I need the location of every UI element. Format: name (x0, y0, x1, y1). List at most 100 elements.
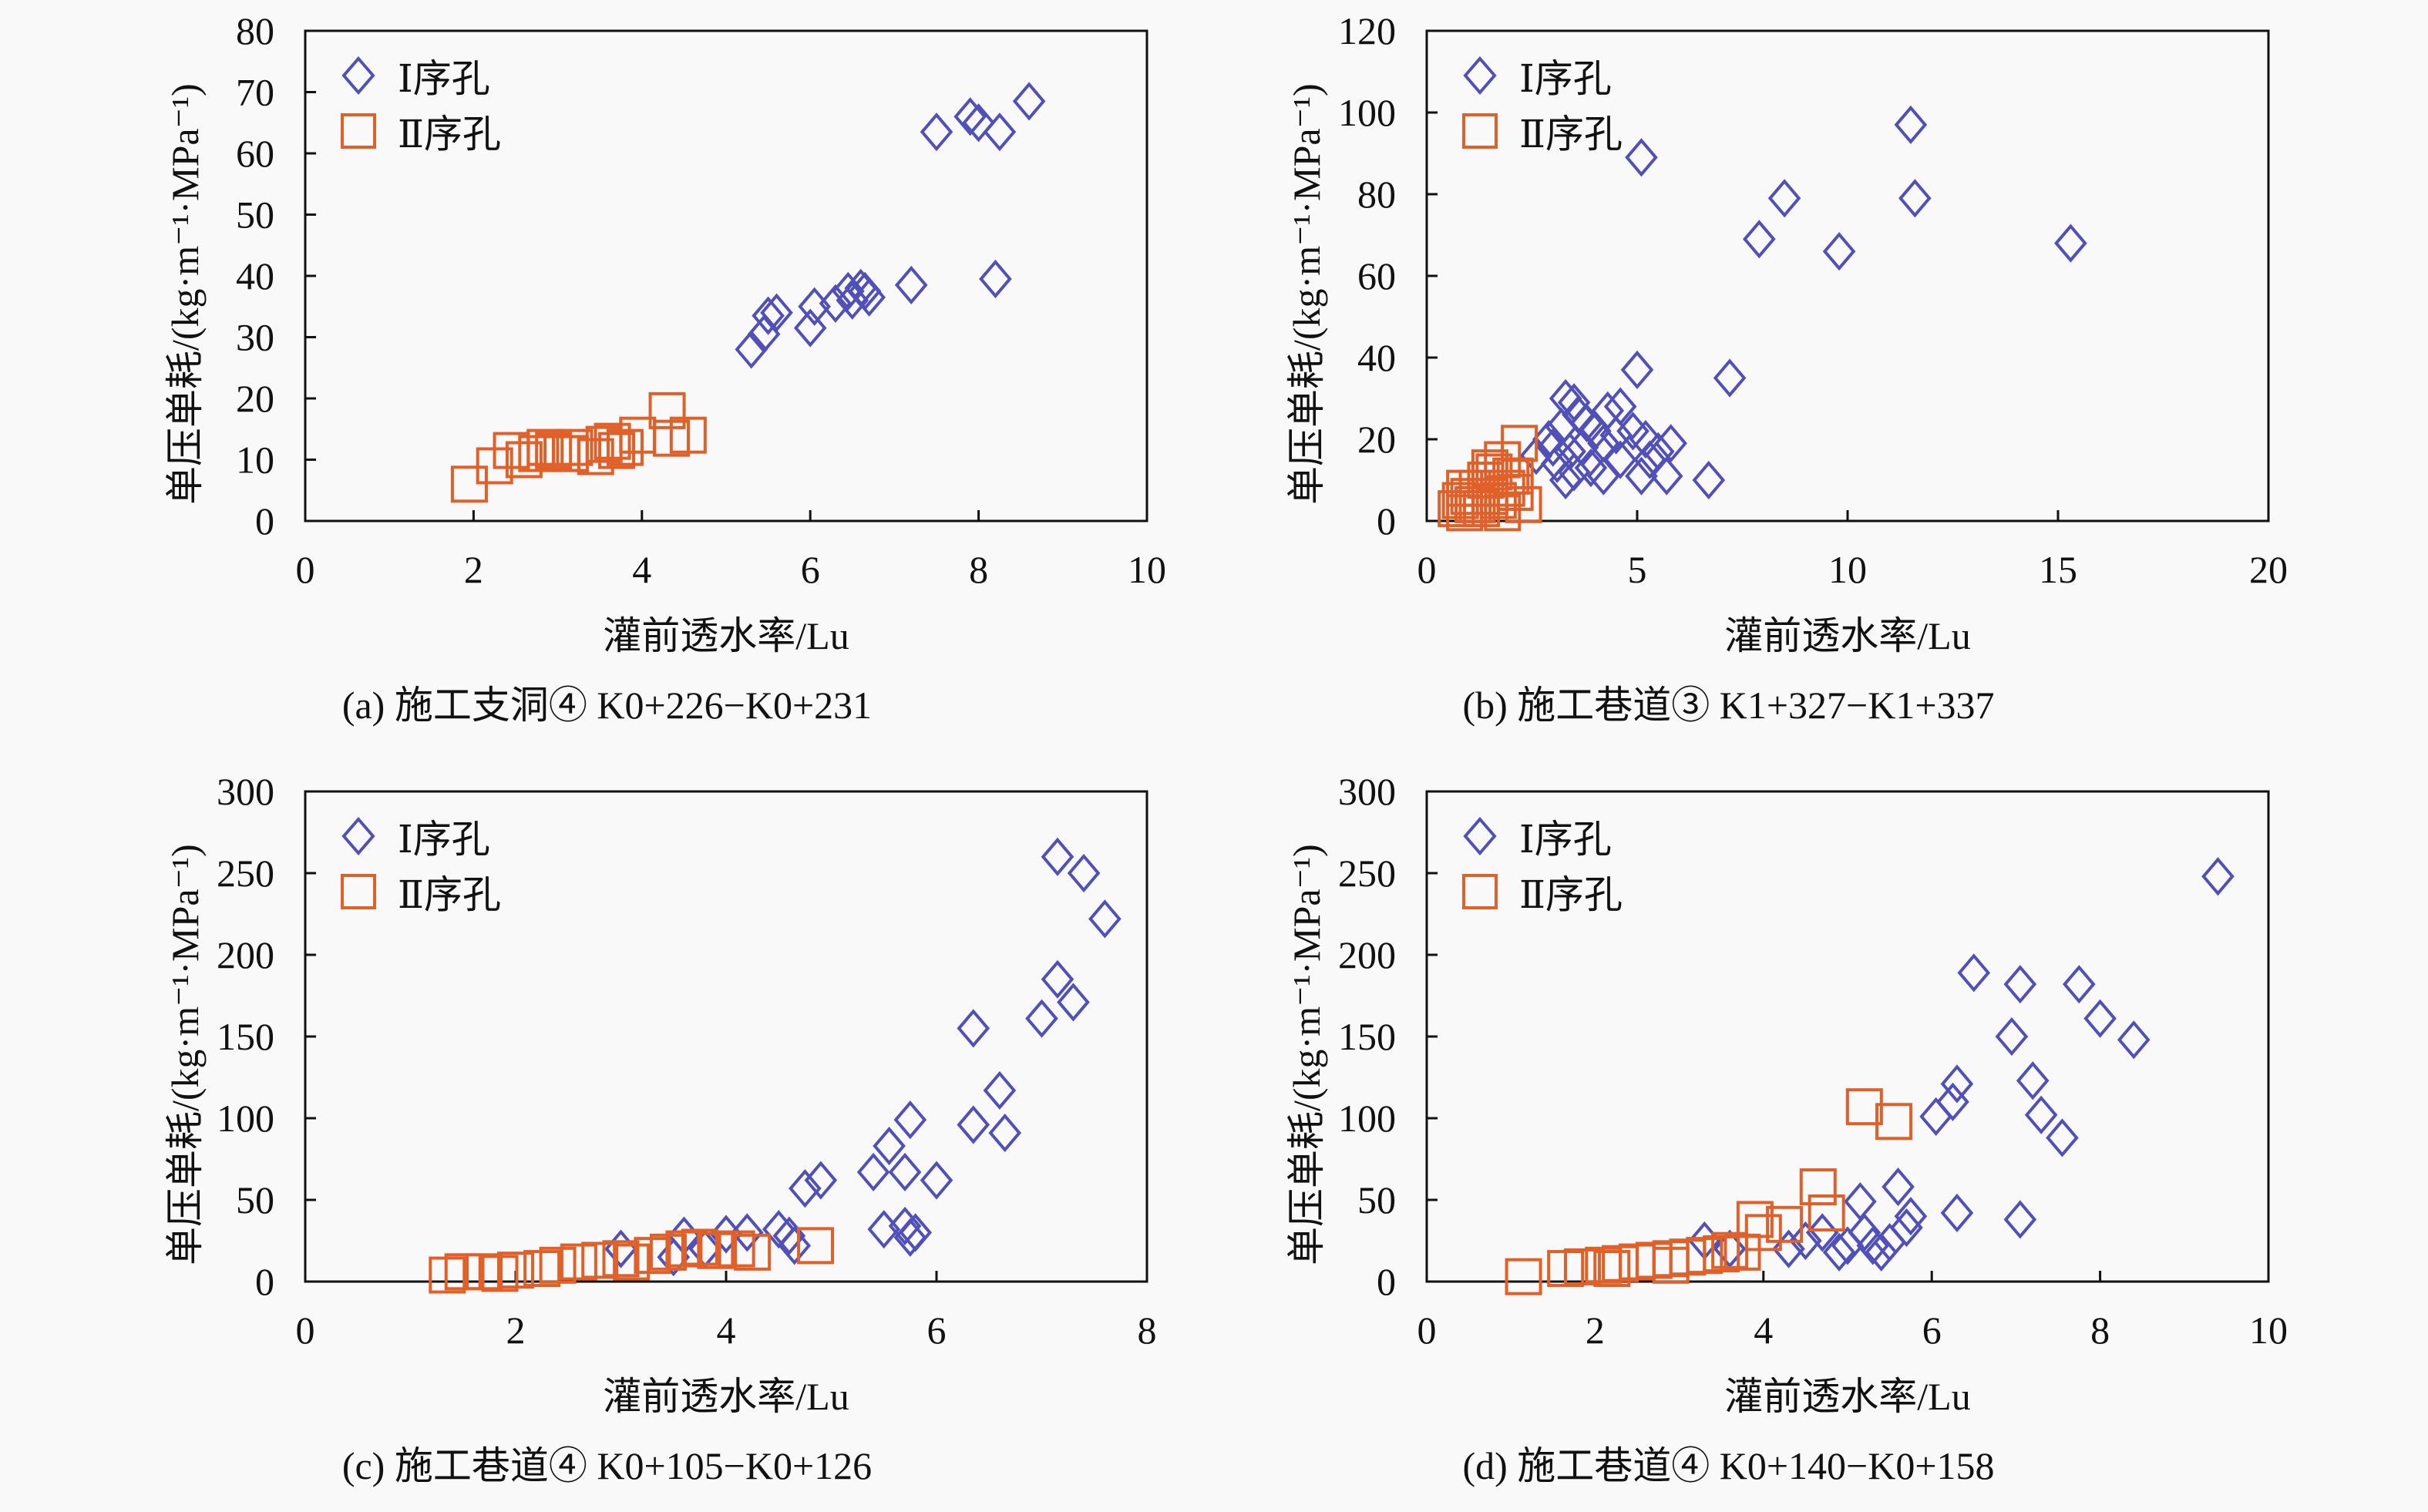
data-point-square (1875, 1103, 1913, 1141)
data-point-square (1505, 1258, 1542, 1295)
figure-caption: (b) 施工巷道③ K1+327−K1+337 (1462, 684, 1995, 727)
y-tick-label: 150 (217, 1015, 274, 1058)
data-point-diamond (789, 1169, 822, 1208)
y-tick-label: 0 (255, 1260, 274, 1303)
data-point-square (497, 1252, 534, 1289)
data-point-square (1505, 486, 1542, 523)
y-tick-label: 200 (217, 933, 274, 976)
data-point-diamond (957, 1009, 990, 1048)
data-point-diamond (1789, 1221, 1822, 1261)
y-tick-label: 70 (236, 71, 274, 114)
data-point-diamond (1844, 1182, 1877, 1221)
x-tick-label: 4 (632, 548, 651, 591)
data-point-square (1845, 1088, 1883, 1126)
data-point-diamond (1088, 899, 1122, 939)
legend-item-1: Ⅰ序孔 (1461, 48, 1623, 103)
data-point-diamond (920, 1161, 953, 1200)
legend-item-2: Ⅱ序孔 (1461, 103, 1623, 159)
data-point-square (734, 1233, 772, 1271)
data-point-square (1808, 1194, 1845, 1231)
y-tick-label: 60 (236, 132, 274, 175)
data-point-diamond (1894, 1197, 1928, 1236)
scatter-plot-b: 0 20 40 60 80 100 120 0 5 10 15 20 (1338, 9, 2288, 591)
data-point-diamond (832, 271, 865, 311)
data-point-square (1496, 457, 1534, 495)
data-point-square (797, 1227, 835, 1265)
y-tick-label: 40 (1357, 336, 1396, 379)
scatter-plot-a: 0 10 20 30 40 50 60 70 80 0 2 4 6 8 10 (236, 9, 1166, 591)
data-point-diamond (1625, 456, 1658, 496)
figure-caption: (c) 施工巷道④ K0+105−K0+126 (341, 1444, 873, 1487)
data-point-diamond (893, 1100, 927, 1140)
y-axis-label: 单压单耗/(kg·m⁻¹·MPa⁻¹) (1285, 83, 1328, 505)
data-point-diamond (1822, 1232, 1856, 1272)
data-point-diamond (888, 1152, 922, 1192)
data-point-diamond (778, 1226, 812, 1265)
y-tick-label: 40 (236, 254, 274, 297)
legend-label: Ⅰ序孔 (398, 57, 490, 100)
x-tick-label: 0 (1417, 548, 1437, 591)
data-point-square (1471, 449, 1508, 487)
data-point-diamond (888, 1206, 922, 1246)
data-point-diamond (2054, 223, 2087, 263)
x-tick-label: 0 (1417, 1309, 1437, 1352)
data-point-diamond (1940, 1193, 1974, 1233)
data-point-square (505, 441, 543, 479)
legend-label: Ⅱ序孔 (398, 113, 501, 156)
data-point-diamond (1025, 999, 1058, 1038)
data-point-diamond (953, 97, 987, 136)
legend-item-2: Ⅱ序孔 (339, 864, 501, 919)
legend: Ⅰ序孔 Ⅱ序孔 (339, 48, 501, 159)
y-tick-label: 120 (1338, 9, 1396, 52)
series-2 (1438, 425, 1542, 532)
data-point-diamond (1041, 959, 1074, 999)
x-tick-label: 2 (1586, 1309, 1605, 1352)
data-point-diamond (920, 113, 953, 152)
y-tick-label: 250 (217, 852, 274, 895)
data-point-square (598, 432, 636, 469)
data-point-diamond (1057, 983, 1090, 1022)
data-point-diamond (2024, 1095, 2058, 1134)
data-point-diamond (688, 1229, 722, 1268)
square-marker-icon (1462, 874, 1498, 909)
data-point-square (1766, 1205, 1804, 1243)
data-point-diamond (852, 277, 886, 317)
y-tick-label: 100 (217, 1097, 274, 1140)
x-tick-label: 8 (2090, 1309, 2110, 1352)
data-point-diamond (1620, 350, 1654, 389)
data-point-diamond (1936, 1082, 1969, 1121)
data-point-diamond (2046, 1118, 2079, 1158)
data-point-diamond (1041, 837, 1074, 876)
data-point-diamond (735, 330, 768, 369)
data-point-diamond (2003, 1200, 2037, 1239)
data-point-diamond (730, 1213, 764, 1252)
x-tick-label: 0 (296, 548, 315, 591)
x-axis-label: 灌前透水率/Lu (603, 614, 849, 657)
y-tick-label: 300 (217, 770, 274, 813)
legend: Ⅰ序孔 Ⅱ序孔 (339, 808, 501, 919)
data-point-diamond (894, 265, 928, 305)
y-tick-label: 0 (255, 499, 274, 543)
data-point-square (669, 416, 707, 454)
data-point-diamond (1767, 179, 1801, 218)
x-tick-label: 5 (1628, 548, 1647, 591)
data-point-diamond (1995, 1016, 2029, 1057)
data-point-square (1744, 1214, 1782, 1252)
legend-label: Ⅱ序孔 (1519, 873, 1623, 916)
data-point-diamond (1633, 440, 1666, 479)
y-tick-label: 50 (236, 1178, 274, 1221)
x-axis-label: 灌前透水率/Lu (1724, 614, 1971, 657)
figure-caption: (a) 施工支洞④ K0+226−K0+231 (341, 684, 873, 727)
square-marker-icon (341, 113, 376, 149)
x-tick-label: 2 (506, 1309, 526, 1352)
data-point-diamond (804, 1161, 838, 1200)
data-point-diamond (856, 1152, 890, 1192)
chart-panel-b: 0 20 40 60 80 100 120 0 5 10 15 20 单压单耗/(kg·m⁻¹·MPa⁻… (1122, 0, 2336, 751)
data-point-square (594, 422, 631, 460)
data-point-square (606, 428, 644, 466)
legend-item-2: Ⅱ序孔 (339, 103, 501, 159)
y-tick-label: 0 (1377, 1260, 1396, 1303)
data-point-diamond (1549, 460, 1582, 500)
data-point-diamond (979, 259, 1012, 299)
y-tick-label: 0 (1377, 499, 1396, 543)
